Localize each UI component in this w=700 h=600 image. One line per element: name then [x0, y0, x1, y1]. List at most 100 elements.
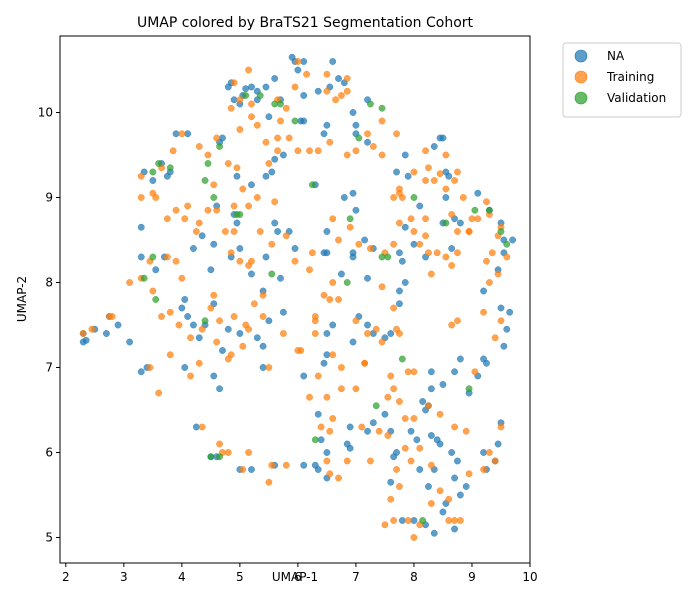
point-na	[456, 219, 464, 227]
point-training	[221, 228, 229, 235]
point-training	[126, 279, 134, 286]
point-validation	[242, 92, 250, 99]
x-tick-label: 4	[178, 570, 186, 584]
point-na	[401, 279, 409, 286]
point-validation	[291, 117, 299, 125]
point-training	[314, 372, 322, 380]
point-training	[390, 194, 398, 201]
point-validation	[372, 402, 380, 410]
point-training	[207, 304, 215, 312]
point-na	[248, 181, 255, 189]
point-training	[407, 457, 415, 465]
point-na	[410, 240, 418, 248]
point-training	[422, 232, 429, 240]
point-training	[436, 170, 444, 178]
point-na	[291, 245, 299, 252]
point-na	[207, 266, 215, 274]
point-training	[216, 317, 223, 325]
point-training	[204, 151, 212, 159]
point-training	[265, 478, 273, 486]
point-na	[387, 330, 395, 337]
point-training	[471, 368, 479, 376]
point-na	[436, 440, 444, 448]
point-training	[390, 385, 398, 393]
point-na	[462, 483, 470, 490]
point-training	[216, 440, 223, 448]
point-training	[172, 257, 180, 265]
point-training	[497, 423, 505, 431]
point-na	[448, 245, 456, 252]
point-training	[401, 415, 409, 422]
point-training	[494, 270, 502, 278]
point-na	[329, 58, 337, 65]
point-training	[274, 134, 281, 142]
point-na	[454, 457, 461, 465]
point-training	[192, 228, 200, 235]
point-training	[158, 313, 165, 320]
x-tick-label: 9	[468, 570, 476, 584]
point-validation	[442, 219, 450, 227]
point-training	[352, 317, 360, 325]
point-training	[256, 228, 264, 235]
point-training	[355, 240, 363, 248]
point-validation	[268, 270, 276, 278]
point-training	[306, 266, 313, 274]
point-na	[396, 287, 403, 295]
point-training	[279, 330, 287, 337]
point-training	[282, 104, 290, 112]
y-tick-label: 10	[38, 106, 53, 120]
point-na	[294, 66, 302, 74]
point-training	[88, 325, 96, 333]
point-na	[259, 364, 267, 371]
point-na	[396, 249, 403, 257]
point-training	[227, 104, 235, 112]
point-training	[311, 330, 319, 337]
point-na	[451, 474, 458, 482]
point-na	[393, 168, 400, 176]
point-training	[459, 194, 467, 201]
point-training	[346, 223, 354, 231]
point-training	[454, 228, 461, 235]
point-validation	[201, 317, 209, 325]
point-validation	[155, 160, 163, 167]
point-training	[303, 70, 311, 78]
point-training	[335, 474, 342, 482]
point-validation	[149, 168, 157, 176]
point-training	[242, 321, 250, 329]
point-validation	[398, 355, 406, 363]
point-training	[367, 457, 374, 465]
points-layer	[79, 53, 516, 541]
y-tick-label: 6	[45, 446, 53, 460]
point-training	[387, 495, 395, 503]
point-na	[320, 130, 328, 138]
point-na	[137, 223, 145, 231]
point-validation	[367, 100, 374, 108]
point-validation	[503, 240, 511, 248]
point-training	[448, 321, 456, 329]
point-training	[410, 415, 418, 422]
point-training	[480, 308, 487, 316]
point-na	[248, 270, 255, 278]
point-training	[224, 449, 232, 456]
point-na	[323, 351, 331, 359]
point-training	[178, 130, 186, 138]
point-training	[326, 296, 334, 303]
chart-title: UMAP colored by BraTS21 Segmentation Coh…	[137, 15, 474, 31]
point-training	[396, 185, 403, 193]
point-na	[398, 257, 406, 265]
point-training	[390, 517, 398, 524]
point-training	[294, 147, 302, 155]
point-na	[494, 440, 502, 448]
point-validation	[378, 253, 386, 261]
point-na	[259, 342, 267, 350]
point-na	[265, 317, 273, 325]
point-training	[184, 202, 192, 210]
point-na	[439, 381, 447, 388]
point-training	[410, 368, 418, 376]
point-training	[338, 385, 345, 393]
point-training	[422, 147, 429, 155]
point-na	[346, 423, 354, 431]
point-validation	[149, 253, 157, 261]
point-na	[404, 172, 412, 180]
point-training	[378, 283, 386, 291]
